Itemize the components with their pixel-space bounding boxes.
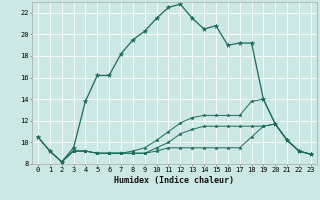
X-axis label: Humidex (Indice chaleur): Humidex (Indice chaleur) [115, 176, 234, 185]
